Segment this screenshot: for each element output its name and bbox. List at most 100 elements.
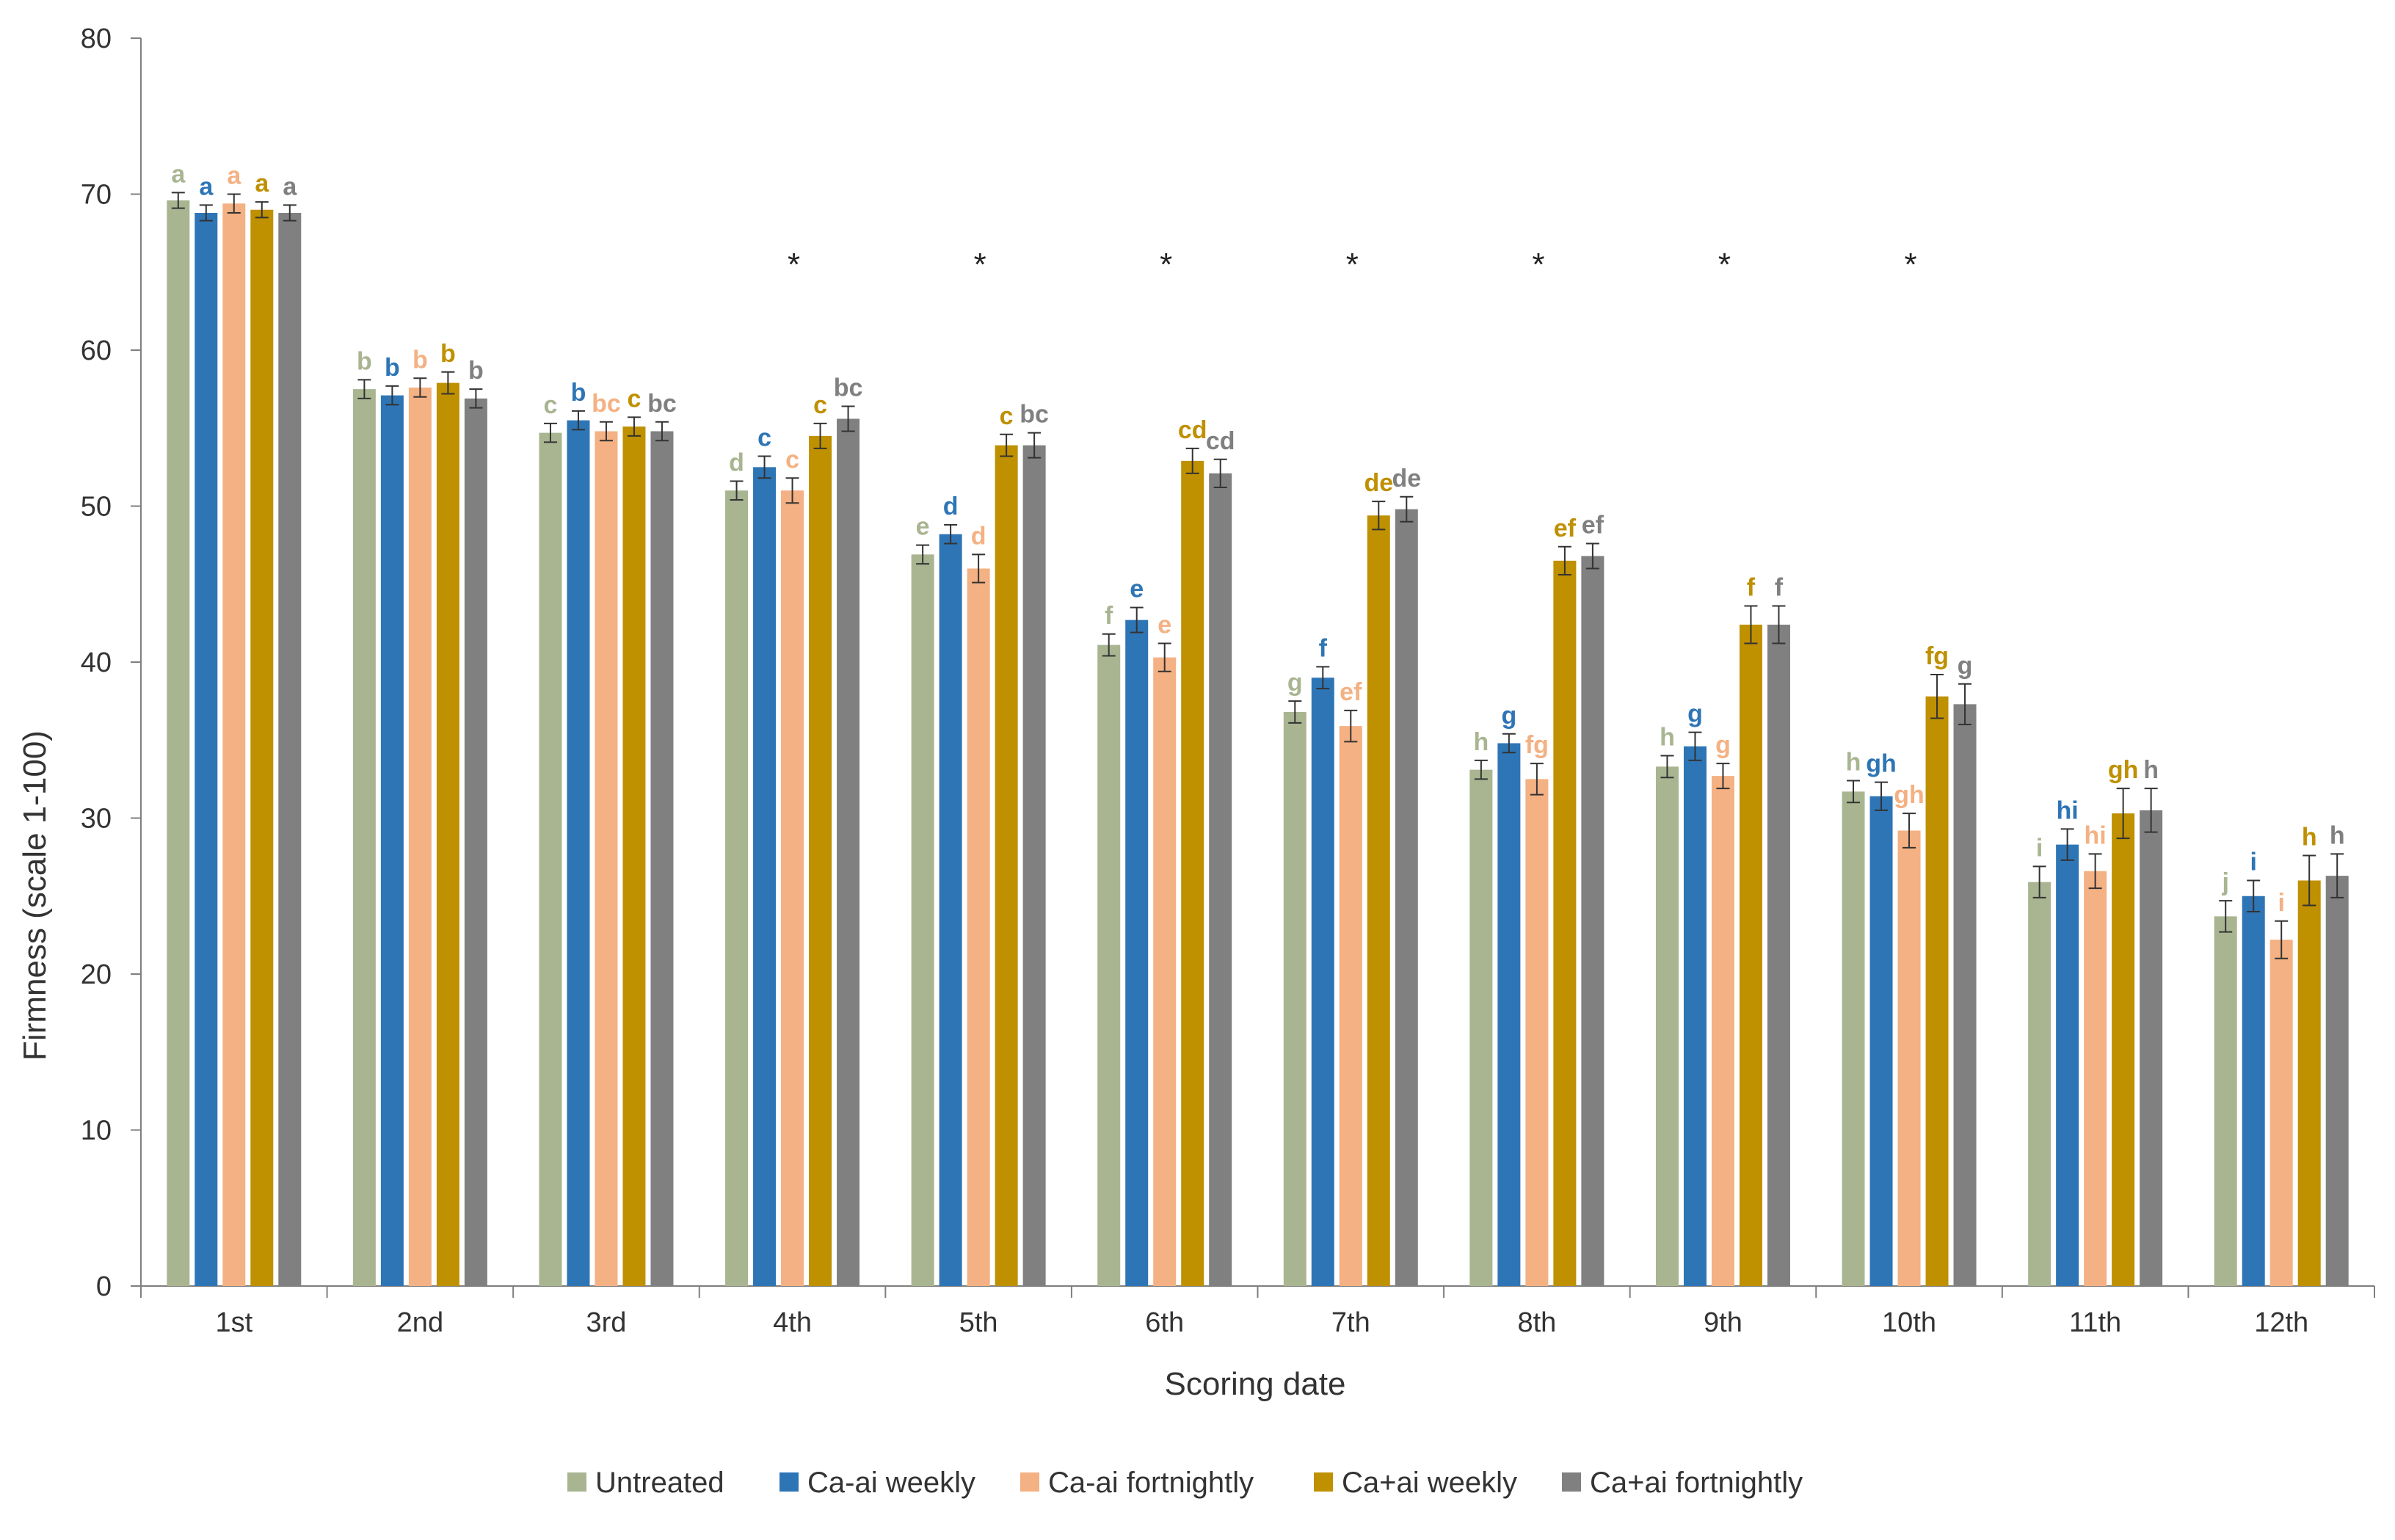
bar bbox=[1925, 696, 1949, 1286]
x-tick-label: 6th bbox=[1145, 1307, 1184, 1338]
y-axis-title: Firmness (scale 1-100) bbox=[17, 730, 53, 1061]
legend: Untreated Ca-ai weekly Ca-ai fortnightly Ca… bbox=[567, 1467, 1803, 1499]
bar bbox=[380, 395, 404, 1286]
bar bbox=[911, 554, 934, 1286]
bar bbox=[1153, 657, 1177, 1286]
significance-letter: h bbox=[2143, 756, 2159, 784]
bar bbox=[1842, 791, 1865, 1286]
x-axis-title: Scoring date bbox=[1164, 1366, 1345, 1402]
significance-letter: c bbox=[1000, 402, 1014, 430]
significance-letter: g bbox=[1287, 669, 1303, 697]
y-tick-label: 20 bbox=[81, 959, 112, 990]
legend-label: Ca+ai fortnightly bbox=[1590, 1467, 1803, 1499]
bar bbox=[250, 209, 274, 1286]
x-tick-label: 10th bbox=[1882, 1307, 1936, 1338]
bar bbox=[1209, 473, 1232, 1286]
significance-letter: hi bbox=[2085, 821, 2107, 849]
significance-star: * bbox=[974, 247, 986, 283]
bar bbox=[2242, 896, 2265, 1286]
x-tick-label: 4th bbox=[773, 1307, 812, 1338]
x-tick-label: 9th bbox=[1704, 1307, 1742, 1338]
y-tick-label: 10 bbox=[81, 1116, 112, 1147]
bar bbox=[809, 435, 832, 1286]
significance-letter: c bbox=[785, 446, 799, 473]
significance-letter: c bbox=[813, 391, 827, 419]
significance-letter: cd bbox=[1178, 416, 1207, 444]
significance-letter: f bbox=[1775, 574, 1784, 602]
legend-swatch bbox=[779, 1472, 799, 1492]
bar bbox=[195, 213, 218, 1286]
significance-star: * bbox=[1532, 247, 1544, 283]
significance-letter: ef bbox=[1554, 515, 1577, 542]
significance-letter: b bbox=[413, 346, 428, 374]
bar bbox=[2269, 940, 2293, 1286]
x-tick-label: 5th bbox=[959, 1307, 998, 1338]
significance-letter: f bbox=[1105, 602, 1113, 630]
significance-letter: b bbox=[571, 379, 586, 407]
bar bbox=[464, 398, 487, 1286]
x-tick-label: 12th bbox=[2254, 1307, 2308, 1338]
significance-letter: ef bbox=[1340, 678, 1362, 706]
legend-label: Ca-ai weekly bbox=[807, 1467, 975, 1499]
bar bbox=[2112, 813, 2135, 1286]
significance-letter: bc bbox=[592, 390, 621, 418]
bar bbox=[1283, 712, 1306, 1286]
bar bbox=[2084, 871, 2107, 1286]
bar bbox=[278, 213, 302, 1286]
significance-letter: d bbox=[943, 493, 959, 520]
bar bbox=[167, 200, 190, 1286]
bar bbox=[222, 203, 246, 1286]
significance-letter: g bbox=[1715, 731, 1731, 759]
bar bbox=[2214, 916, 2237, 1286]
significance-letter: f bbox=[1747, 574, 1756, 602]
bar bbox=[595, 431, 618, 1286]
bar bbox=[837, 418, 860, 1286]
significance-letter: b bbox=[357, 347, 372, 375]
significance-letter: h bbox=[2302, 824, 2317, 851]
y-tick-label: 40 bbox=[81, 647, 112, 678]
significance-letter: d bbox=[971, 522, 986, 550]
legend-swatch bbox=[567, 1472, 586, 1492]
significance-letter: i bbox=[2036, 834, 2043, 862]
bar bbox=[753, 467, 777, 1286]
y-tick-label: 80 bbox=[81, 23, 112, 54]
bar bbox=[1581, 556, 1604, 1286]
bar bbox=[1655, 766, 1679, 1286]
significance-letter: bc bbox=[834, 374, 863, 402]
bar bbox=[436, 382, 459, 1286]
significance-letter: i bbox=[2278, 889, 2284, 917]
significance-letter: a bbox=[199, 172, 214, 200]
significance-letter: ef bbox=[1582, 512, 1604, 540]
significance-letter: c bbox=[757, 424, 771, 452]
significance-letter: a bbox=[171, 160, 186, 188]
significance-letter: g bbox=[1958, 652, 1973, 680]
legend-swatch bbox=[1020, 1472, 1039, 1492]
significance-letter: a bbox=[283, 172, 297, 200]
legend-label: Ca-ai fortnightly bbox=[1048, 1467, 1254, 1499]
bar bbox=[2140, 810, 2163, 1286]
legend-swatch bbox=[1562, 1472, 1581, 1492]
significance-letter: h bbox=[2330, 821, 2345, 849]
bar bbox=[781, 490, 804, 1286]
bar bbox=[1395, 509, 1418, 1286]
significance-star: * bbox=[1718, 247, 1731, 283]
y-tick-label: 0 bbox=[96, 1271, 112, 1302]
x-tick-label: 2nd bbox=[397, 1307, 443, 1338]
x-tick-label: 7th bbox=[1331, 1307, 1370, 1338]
y-axis: 0 10 20 30 40 50 60 70 80 bbox=[81, 23, 142, 1302]
y-tick-label: 60 bbox=[81, 335, 112, 366]
bar bbox=[995, 445, 1018, 1286]
bar bbox=[725, 490, 749, 1286]
significance-letter: g bbox=[1687, 700, 1703, 728]
bar bbox=[2325, 876, 2349, 1286]
significance-letter: gh bbox=[2108, 756, 2139, 784]
bar bbox=[2297, 880, 2321, 1286]
significance-letter: gh bbox=[1866, 750, 1897, 778]
significance-letter: h bbox=[1660, 724, 1675, 752]
legend-label: Untreated bbox=[595, 1467, 724, 1499]
x-tick-label: 1st bbox=[215, 1307, 252, 1338]
bar bbox=[1525, 779, 1549, 1286]
bar bbox=[1181, 460, 1204, 1286]
bar bbox=[408, 388, 432, 1286]
